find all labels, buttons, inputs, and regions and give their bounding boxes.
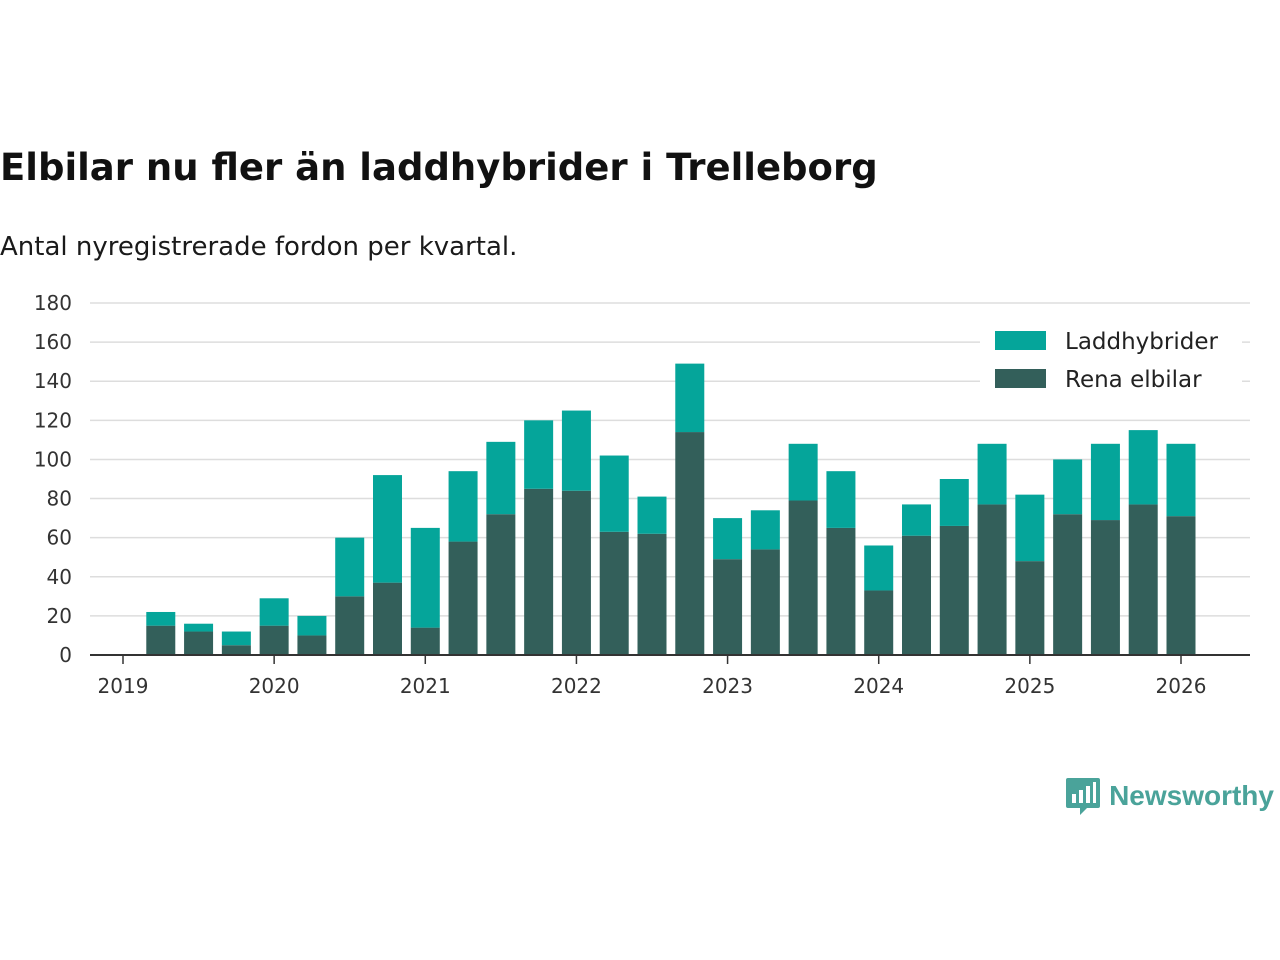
- bar-rena-elbilar: [1090, 520, 1120, 655]
- bar-rena-elbilar: [561, 490, 591, 655]
- bar-rena-elbilar: [221, 645, 251, 655]
- x-tick-label: 2019: [98, 674, 149, 698]
- y-tick-label: 0: [59, 643, 72, 667]
- legend-label: Laddhybrider: [1065, 329, 1218, 355]
- bar-laddhybrider: [184, 623, 214, 632]
- x-tick-label: 2020: [249, 674, 300, 698]
- legend-label: Rena elbilar: [1065, 367, 1202, 393]
- y-tick-label: 60: [47, 526, 72, 550]
- bar-rena-elbilar: [788, 500, 818, 655]
- x-tick-label: 2022: [551, 674, 602, 698]
- y-tick-label: 40: [47, 565, 72, 589]
- bar-laddhybrider: [637, 496, 667, 534]
- bar-rena-elbilar: [599, 531, 629, 655]
- chart-subtitle: Antal nyregistrerade fordon per kvartal.: [0, 232, 518, 262]
- bar-laddhybrider: [713, 518, 743, 560]
- bar-laddhybrider: [259, 598, 289, 626]
- bar-laddhybrider: [373, 475, 402, 583]
- legend-swatch: [995, 331, 1046, 350]
- bar-rena-elbilar: [939, 525, 969, 655]
- bar-rena-elbilar: [637, 533, 667, 655]
- bar-rena-elbilar: [259, 625, 289, 655]
- bars: [146, 363, 1196, 655]
- bar-laddhybrider: [1015, 494, 1045, 562]
- bar-laddhybrider: [788, 443, 818, 501]
- bar-rena-elbilar: [1015, 561, 1045, 655]
- bar-rena-elbilar: [146, 625, 176, 655]
- y-tick-label: 80: [47, 487, 72, 511]
- bar-laddhybrider: [1166, 443, 1196, 517]
- newsworthy-logo-icon: [1066, 778, 1101, 815]
- legend: Laddhybrider Rena elbilar: [980, 322, 1242, 400]
- bar-laddhybrider: [448, 471, 478, 542]
- grid-lines: [90, 302, 1250, 617]
- brand-name: Newsworthy: [1109, 780, 1274, 811]
- bar-rena-elbilar: [1053, 514, 1083, 655]
- bar-laddhybrider: [221, 631, 251, 646]
- bar-rena-elbilar: [977, 504, 1007, 655]
- bar-rena-elbilar: [1166, 516, 1196, 655]
- chart-title: Elbilar nu fler än laddhybrider i Trelle…: [0, 146, 878, 189]
- bar-rena-elbilar: [675, 432, 705, 655]
- y-tick-label: 100: [34, 447, 72, 471]
- axes: 0 20 40 60 80 100 120 140 160 180 2019 2020 2021 2022…: [34, 291, 1250, 698]
- x-tick-label: 2026: [1156, 674, 1207, 698]
- y-tick-label: 140: [34, 369, 72, 393]
- bar-laddhybrider: [561, 410, 591, 491]
- bar-laddhybrider: [1090, 443, 1120, 521]
- bar-rena-elbilar: [297, 635, 327, 655]
- bar-laddhybrider: [750, 510, 780, 550]
- bar-laddhybrider: [410, 527, 440, 628]
- x-tick-label: 2024: [853, 674, 904, 698]
- bar-rena-elbilar: [902, 535, 931, 655]
- bar-laddhybrider: [335, 537, 365, 597]
- bar-rena-elbilar: [373, 582, 402, 655]
- bar-rena-elbilar: [524, 488, 554, 655]
- bar-rena-elbilar: [410, 627, 440, 655]
- y-tick-label: 120: [34, 408, 72, 432]
- bar-laddhybrider: [902, 504, 931, 536]
- bar-rena-elbilar: [486, 514, 516, 655]
- bar-laddhybrider: [977, 443, 1007, 505]
- bar-laddhybrider: [524, 420, 554, 489]
- bar-laddhybrider: [297, 615, 327, 636]
- y-tick-label: 160: [34, 330, 72, 354]
- x-tick-label: 2023: [702, 674, 753, 698]
- bar-laddhybrider: [939, 479, 969, 526]
- bar-rena-elbilar: [448, 541, 478, 655]
- bar-laddhybrider: [486, 441, 516, 515]
- stacked-bar-chart: 0 20 40 60 80 100 120 140 160 180 2019 2020 2021 2022…: [34, 291, 1250, 698]
- x-tick-label: 2025: [1004, 674, 1055, 698]
- bar-laddhybrider: [1053, 459, 1083, 515]
- bar-rena-elbilar: [335, 596, 365, 655]
- bar-rena-elbilar: [1128, 504, 1158, 655]
- bar-rena-elbilar: [750, 549, 780, 655]
- y-tick-label: 180: [34, 291, 72, 315]
- brand-logo: Newsworthy: [1065, 776, 1274, 816]
- bar-laddhybrider: [1128, 430, 1158, 505]
- y-tick-label: 20: [47, 604, 72, 628]
- bar-laddhybrider: [146, 611, 176, 626]
- bar-rena-elbilar: [184, 631, 214, 655]
- bar-laddhybrider: [675, 363, 705, 433]
- bar-laddhybrider: [599, 455, 629, 532]
- x-tick-label: 2021: [400, 674, 451, 698]
- legend-swatch: [995, 369, 1046, 388]
- bar-laddhybrider: [826, 471, 856, 528]
- bar-rena-elbilar: [864, 590, 894, 655]
- bar-laddhybrider: [864, 545, 894, 591]
- bar-rena-elbilar: [826, 527, 856, 655]
- bar-rena-elbilar: [713, 559, 743, 655]
